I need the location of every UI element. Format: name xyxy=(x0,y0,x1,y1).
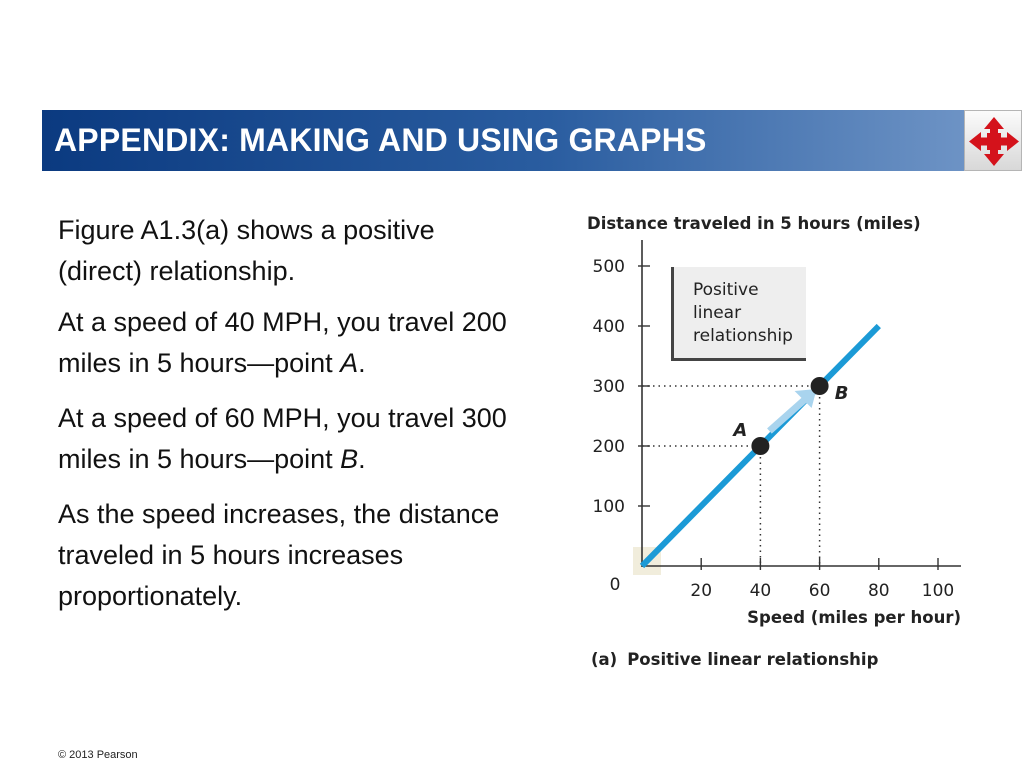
caption: (a) Positive linear relationship xyxy=(591,650,879,669)
origin-label: 0 xyxy=(610,575,621,595)
caption-tag: (a) xyxy=(591,650,617,669)
chart: Distance traveled in 5 hours (miles) Pos… xyxy=(575,200,995,685)
body-text: Figure A1.3(a) shows a positive (direct)… xyxy=(58,210,508,617)
four-way-arrows-icon-graphic xyxy=(969,117,1019,166)
paragraph-3: At a speed of 60 MPH, you travel 300 mil… xyxy=(58,398,508,480)
y-tick-label: 100 xyxy=(593,497,625,517)
paragraph-3-end: . xyxy=(358,444,366,474)
paragraph-1: Figure A1.3(a) shows a positive (direct)… xyxy=(58,215,435,286)
x-tick-label: 100 xyxy=(922,581,954,601)
x-axis-title: Speed (miles per hour) xyxy=(747,608,961,627)
point-a-ref: A xyxy=(340,348,359,378)
paragraph-2-end: . xyxy=(358,348,366,378)
four-way-arrows-icon[interactable] xyxy=(964,110,1022,171)
x-tick-label: 40 xyxy=(750,581,772,601)
movement-arrow-head xyxy=(794,389,817,408)
chart-svg: Distance traveled in 5 hours (miles) Pos… xyxy=(587,214,961,669)
x-tick-label: 80 xyxy=(868,581,890,601)
point-label: B xyxy=(835,383,849,404)
point-b-ref: B xyxy=(340,444,359,474)
paragraph-2: At a speed of 40 MPH, you travel 200 mil… xyxy=(58,302,508,384)
copyright: © 2013 Pearson xyxy=(58,749,138,761)
annotation-box-bottom-edge xyxy=(671,358,806,361)
y-axis-title: Distance traveled in 5 hours (miles) xyxy=(587,214,921,233)
movement-arrow-shaft xyxy=(767,395,809,434)
annotation-text: Positive linear relationship xyxy=(693,280,793,346)
y-tick-label: 500 xyxy=(593,257,625,277)
title-bar: APPENDIX: MAKING AND USING GRAPHS xyxy=(42,110,964,171)
caption-text: Positive linear relationship xyxy=(627,650,878,669)
x-tick-label: 60 xyxy=(809,581,831,601)
annotation-box xyxy=(671,267,806,361)
point-label: A xyxy=(731,420,747,441)
y-tick-label: 200 xyxy=(593,437,625,457)
point-a xyxy=(751,437,770,455)
paragraph-3-text: At a speed of 60 MPH, you travel 300 mil… xyxy=(58,403,507,474)
point-b xyxy=(810,377,829,395)
x-tick-label: 20 xyxy=(690,581,712,601)
paragraph-2-text: At a speed of 40 MPH, you travel 200 mil… xyxy=(58,307,507,378)
slide-title: APPENDIX: MAKING AND USING GRAPHS xyxy=(54,122,707,158)
y-tick-label: 300 xyxy=(593,377,625,397)
annotation-box-left-edge xyxy=(671,267,674,361)
y-tick-label: 400 xyxy=(593,317,625,337)
paragraph-4: As the speed increases, the distance tra… xyxy=(58,499,500,611)
